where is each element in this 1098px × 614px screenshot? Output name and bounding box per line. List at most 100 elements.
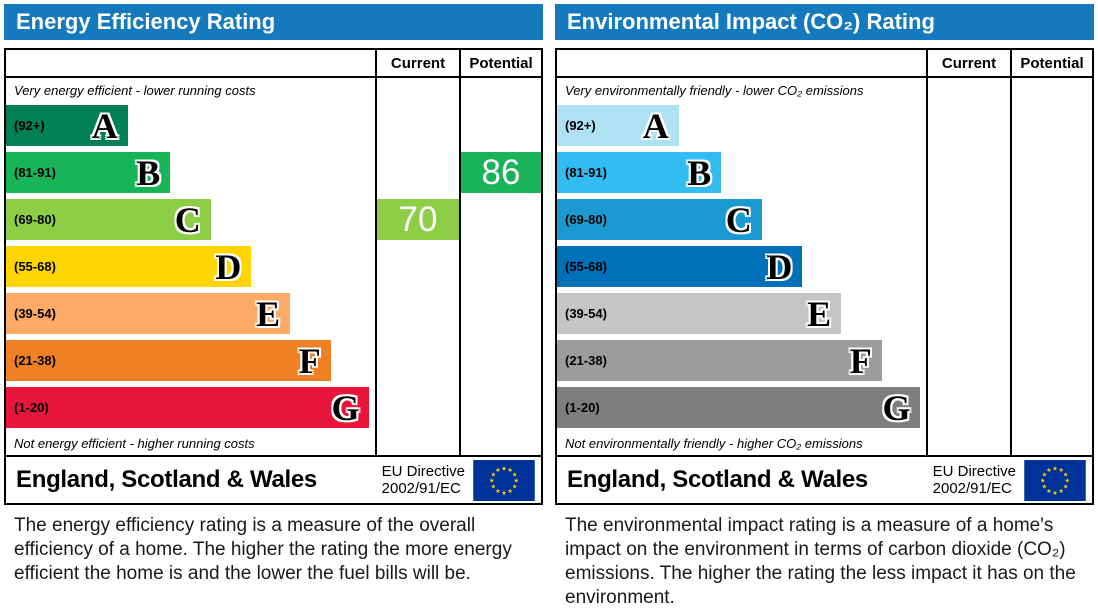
eu-flag-icon: ★ ★ ★★ ★★ ★★ ★★ ★★ — [473, 459, 535, 501]
band-letter: F — [849, 340, 872, 381]
eu-directive-label: EU Directive 2002/91/EC — [932, 462, 1016, 497]
band-range: (81-91) — [565, 165, 607, 180]
band-bar-b: (81-91) B — [6, 152, 171, 193]
svg-text:★: ★ — [489, 477, 495, 484]
column-header-row: Current Potential — [557, 50, 1092, 78]
band-letter: A — [642, 105, 669, 146]
region-label: England, Scotland & Wales — [16, 466, 317, 493]
band-row-c: (69-80) C 70 — [6, 196, 541, 243]
eu-directive-label: EU Directive 2002/91/EC — [381, 462, 465, 497]
top-note: Very energy efficient - lower running co… — [14, 82, 256, 98]
band-range: (69-80) — [565, 212, 607, 227]
band-row-c: (69-80) C — [557, 196, 1092, 243]
svg-text:★: ★ — [491, 483, 497, 490]
band-row-d: (55-68) D — [6, 243, 541, 290]
environmental-description: The environmental impact rating is a mea… — [565, 515, 1076, 608]
environmental-panel-title: Environmental Impact (CO₂) Rating — [555, 4, 1094, 40]
svg-text:★: ★ — [1063, 483, 1069, 490]
svg-text:★: ★ — [1065, 477, 1071, 484]
band-range: (69-80) — [14, 212, 56, 227]
band-row-b: (81-91) B 86 — [6, 149, 541, 196]
band-row-g: (1-20) G — [6, 384, 541, 431]
chart-footer: England, Scotland & Wales EU Directive 2… — [6, 455, 541, 503]
band-bar-e: (39-54) E — [557, 293, 842, 334]
band-row-e: (39-54) E — [6, 290, 541, 337]
band-range: (81-91) — [14, 165, 56, 180]
svg-text:★: ★ — [1046, 466, 1052, 473]
top-note-row: Very environmentally friendly - lower CO… — [557, 78, 1092, 102]
band-range: (39-54) — [14, 306, 56, 321]
top-note-row: Very energy efficient - lower running co… — [6, 78, 541, 102]
band-row-a: (92+) A — [6, 102, 541, 149]
environmental-impact-panel: Environmental Impact (CO₂) Rating Curren… — [555, 4, 1094, 610]
svg-text:★: ★ — [1046, 488, 1052, 495]
potential-column-header: Potential — [1010, 50, 1092, 76]
eu-flag-icon: ★ ★ ★★ ★★ ★★ ★★ ★★ — [1024, 459, 1086, 501]
band-letter: A — [91, 105, 118, 146]
band-bar-e: (39-54) E — [6, 293, 291, 334]
potential-column-header: Potential — [459, 50, 541, 76]
band-bar-c: (69-80) C — [557, 199, 762, 240]
svg-text:★: ★ — [1052, 489, 1058, 496]
band-bar-d: (55-68) D — [6, 246, 252, 287]
band-letter: F — [298, 340, 321, 381]
top-note: Very environmentally friendly - lower CO… — [565, 82, 864, 98]
svg-text:★: ★ — [501, 489, 507, 496]
band-range: (55-68) — [565, 259, 607, 274]
band-bar-a: (92+) A — [557, 105, 679, 146]
band-bar-a: (92+) A — [6, 105, 128, 146]
band-row-f: (21-38) F — [6, 337, 541, 384]
svg-text:★: ★ — [501, 465, 507, 472]
band-letter: C — [725, 199, 752, 240]
svg-text:★: ★ — [1042, 471, 1048, 478]
band-letter: B — [136, 152, 161, 193]
band-row-f: (21-38) F — [557, 337, 1092, 384]
band-range: (55-68) — [14, 259, 56, 274]
energy-panel-title: Energy Efficiency Rating — [4, 4, 543, 40]
band-letter: E — [256, 293, 281, 334]
svg-text:★: ★ — [1058, 466, 1064, 473]
svg-text:★: ★ — [512, 483, 518, 490]
band-range: (1-20) — [14, 400, 49, 415]
svg-text:★: ★ — [507, 488, 513, 495]
svg-text:★: ★ — [507, 466, 513, 473]
band-range: (21-38) — [565, 353, 607, 368]
band-row-b: (81-91) B — [557, 149, 1092, 196]
band-row-d: (55-68) D — [557, 243, 1092, 290]
band-row-a: (92+) A — [557, 102, 1092, 149]
band-bar-g: (1-20) G — [557, 387, 921, 428]
svg-text:★: ★ — [1058, 488, 1064, 495]
svg-text:★: ★ — [495, 488, 501, 495]
current-rating-value: 70 — [377, 199, 459, 240]
potential-rating-value: 86 — [461, 152, 541, 193]
bottom-note-row: Not energy efficient - higher running co… — [6, 431, 541, 455]
band-bar-f: (21-38) F — [557, 340, 882, 381]
energy-efficiency-panel: Energy Efficiency Rating Current Potenti… — [4, 4, 543, 610]
band-bar-c: (69-80) C — [6, 199, 211, 240]
region-label: England, Scotland & Wales — [567, 466, 868, 493]
bottom-note: Not environmentally friendly - higher CO… — [565, 435, 863, 451]
band-range: (39-54) — [565, 306, 607, 321]
band-range: (92+) — [565, 118, 596, 133]
svg-text:★: ★ — [495, 466, 501, 473]
band-row-e: (39-54) E — [557, 290, 1092, 337]
band-bar-d: (55-68) D — [557, 246, 803, 287]
bottom-note-row: Not environmentally friendly - higher CO… — [557, 431, 1092, 455]
svg-text:★: ★ — [512, 471, 518, 478]
svg-text:★: ★ — [514, 477, 520, 484]
svg-text:★: ★ — [1063, 471, 1069, 478]
band-bar-b: (81-91) B — [557, 152, 722, 193]
svg-text:★: ★ — [1052, 465, 1058, 472]
energy-description: The energy efficiency rating is a measur… — [14, 515, 512, 584]
svg-text:★: ★ — [1042, 483, 1048, 490]
band-letter: B — [687, 152, 712, 193]
band-letter: E — [807, 293, 832, 334]
environmental-chart: Current Potential Very environmentally f… — [555, 48, 1094, 505]
band-letter: D — [766, 246, 793, 287]
band-bar-g: (1-20) G — [6, 387, 370, 428]
band-letter: G — [882, 387, 911, 428]
column-header-row: Current Potential — [6, 50, 541, 78]
band-row-g: (1-20) G — [557, 384, 1092, 431]
current-column-header: Current — [926, 50, 1010, 76]
